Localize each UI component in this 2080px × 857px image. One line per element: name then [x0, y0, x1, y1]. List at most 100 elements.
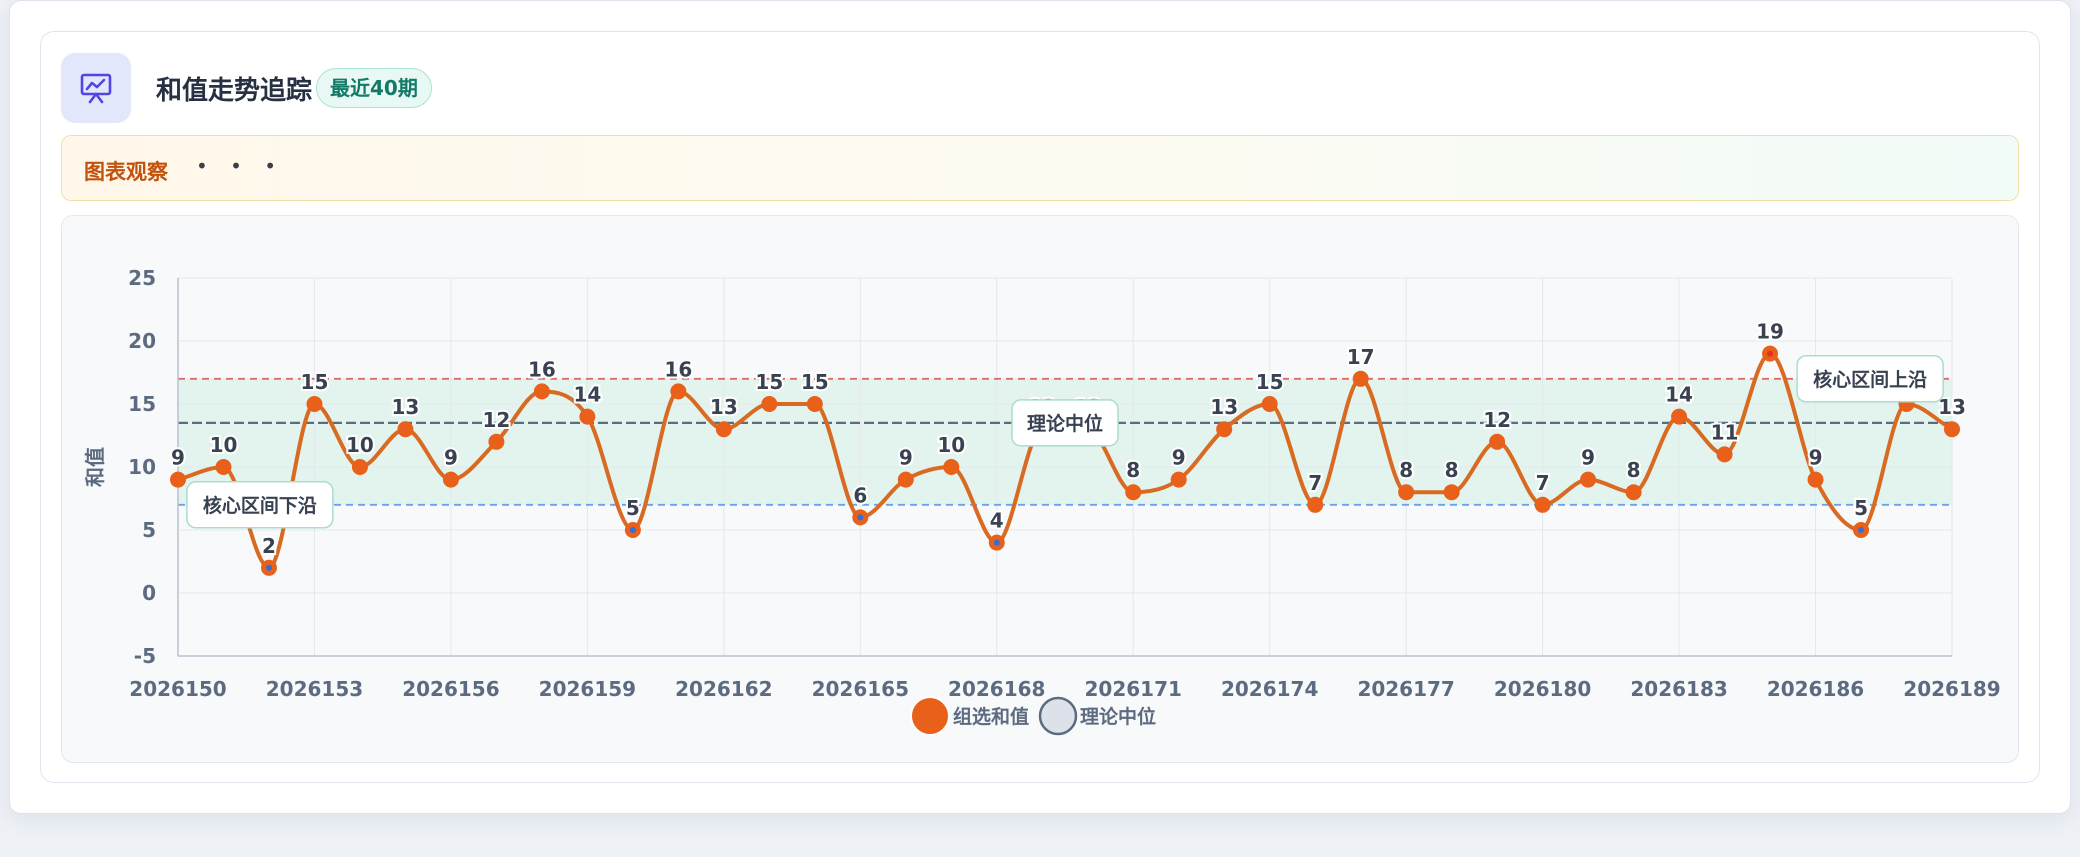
data-point[interactable] — [488, 433, 505, 450]
data-point[interactable] — [1307, 496, 1324, 513]
data-point[interactable] — [1534, 496, 1551, 513]
data-label: 4 — [990, 509, 1004, 533]
y-tick-label: 20 — [128, 329, 156, 353]
data-point[interactable] — [1443, 484, 1460, 501]
data-label: 8 — [1627, 458, 1641, 482]
data-point[interactable] — [442, 471, 459, 488]
data-label: 9 — [1581, 446, 1595, 470]
data-label: 13 — [710, 395, 738, 419]
legend-marker-sum[interactable] — [910, 696, 950, 736]
data-label: 14 — [573, 383, 601, 407]
below-range-marker — [993, 539, 1000, 546]
below-range-marker — [1858, 527, 1865, 533]
data-label: 12 — [482, 408, 510, 432]
data-label: 6 — [853, 483, 867, 507]
y-tick-label: 25 — [128, 266, 156, 290]
data-point[interactable] — [1944, 421, 1960, 438]
data-point[interactable] — [1261, 396, 1278, 412]
x-tick-label: 2026159 — [539, 677, 636, 701]
chart-presentation-icon — [61, 53, 131, 123]
data-label: 15 — [801, 370, 829, 394]
x-tick-label: 2026186 — [1767, 677, 1864, 701]
below-range-marker — [629, 527, 636, 533]
y-tick-label: 15 — [128, 392, 156, 416]
data-label: 5 — [626, 496, 640, 520]
data-label: 13 — [392, 395, 420, 419]
x-tick-label: 2026150 — [129, 677, 226, 701]
data-label: 8 — [1445, 458, 1459, 482]
below-range-marker — [857, 514, 864, 521]
lower-bound-annotation-box — [186, 481, 334, 529]
data-point[interactable] — [306, 396, 323, 412]
data-point[interactable] — [1580, 471, 1597, 488]
data-label: 16 — [528, 357, 556, 381]
data-point[interactable] — [806, 396, 823, 412]
data-point[interactable] — [1398, 484, 1415, 501]
data-point[interactable] — [761, 396, 778, 412]
data-point[interactable] — [170, 471, 186, 488]
data-label: 10 — [346, 433, 374, 457]
data-point[interactable] — [670, 383, 687, 400]
data-point[interactable] — [1807, 471, 1824, 488]
data-label: 5 — [1854, 496, 1868, 520]
data-point[interactable] — [943, 459, 960, 475]
data-label: 9 — [444, 446, 458, 470]
median-annotation-box — [1011, 399, 1119, 447]
period-badge: 最近40期 — [316, 68, 432, 108]
data-point[interactable] — [1216, 421, 1233, 438]
data-label: 13 — [1938, 395, 1966, 419]
lower-bound-annotation-text: 核心区间下沿 — [203, 494, 317, 517]
legend-label-sum[interactable]: 组选和值 — [953, 705, 1029, 728]
page-frame: 和值走势追踪 最近40期 图表观察 • • • 25 20 15 10 5 0 -5 2026… — [9, 0, 2071, 814]
data-label: 11 — [1711, 420, 1739, 444]
data-label: 10 — [937, 433, 965, 457]
data-label: 7 — [1308, 471, 1322, 495]
x-tick-label: 2026171 — [1085, 677, 1182, 701]
data-point[interactable] — [1352, 370, 1369, 387]
x-tick-label: 2026162 — [675, 677, 772, 701]
x-tick-label: 2026180 — [1494, 677, 1591, 701]
data-point[interactable] — [1625, 484, 1642, 501]
legend-marker-median[interactable] — [1038, 696, 1078, 736]
data-point[interactable] — [1671, 408, 1688, 425]
median-annotation-text: 理论中位 — [1027, 412, 1103, 435]
data-label: 7 — [1536, 471, 1550, 495]
observation-more-dots[interactable]: • • • — [196, 154, 285, 178]
x-tick-label: 2026189 — [1903, 677, 2000, 701]
x-tick-label: 2026183 — [1630, 677, 1727, 701]
data-point[interactable] — [1716, 446, 1733, 463]
x-tick-label: 2026174 — [1221, 677, 1318, 701]
data-label: 15 — [1256, 370, 1284, 394]
below-range-marker — [265, 564, 272, 571]
data-point[interactable] — [533, 383, 550, 400]
data-point[interactable] — [579, 408, 596, 425]
data-label: 10 — [210, 433, 238, 457]
data-point[interactable] — [215, 459, 232, 475]
upper-bound-annotation-text: 核心区间上沿 — [1813, 368, 1927, 391]
data-point[interactable] — [1170, 471, 1187, 488]
data-label: 9 — [899, 446, 913, 470]
sum-trend-card: 和值走势追踪 最近40期 图表观察 • • • 25 20 15 10 5 0 -5 2026… — [40, 31, 2040, 783]
y-tick-label: 0 — [142, 581, 156, 605]
data-point[interactable] — [715, 421, 732, 438]
data-label: 9 — [1172, 446, 1186, 470]
x-tick-label: 2026156 — [402, 677, 499, 701]
y-tick-label: -5 — [134, 644, 156, 668]
legend-label-median[interactable]: 理论中位 — [1080, 705, 1156, 728]
data-point[interactable] — [897, 471, 914, 488]
data-label: 12 — [1483, 408, 1511, 432]
data-point[interactable] — [351, 459, 368, 475]
upper-bound-annotation-box — [1796, 355, 1944, 403]
chart-observation-banner[interactable]: 图表观察 • • • — [61, 135, 2019, 201]
chart-panel: 25 20 15 10 5 0 -5 2026150 2026153 2026156 2026159… — [61, 215, 2019, 763]
x-tick-label: 2026168 — [948, 677, 1045, 701]
data-label: 17 — [1347, 345, 1375, 369]
data-label: 14 — [1665, 383, 1693, 407]
x-tick-label: 2026177 — [1357, 677, 1454, 701]
data-point[interactable] — [1489, 433, 1506, 450]
data-point[interactable] — [1125, 484, 1142, 501]
above-range-marker — [1767, 350, 1774, 357]
data-label: 15 — [755, 370, 783, 394]
data-point[interactable] — [397, 421, 414, 438]
